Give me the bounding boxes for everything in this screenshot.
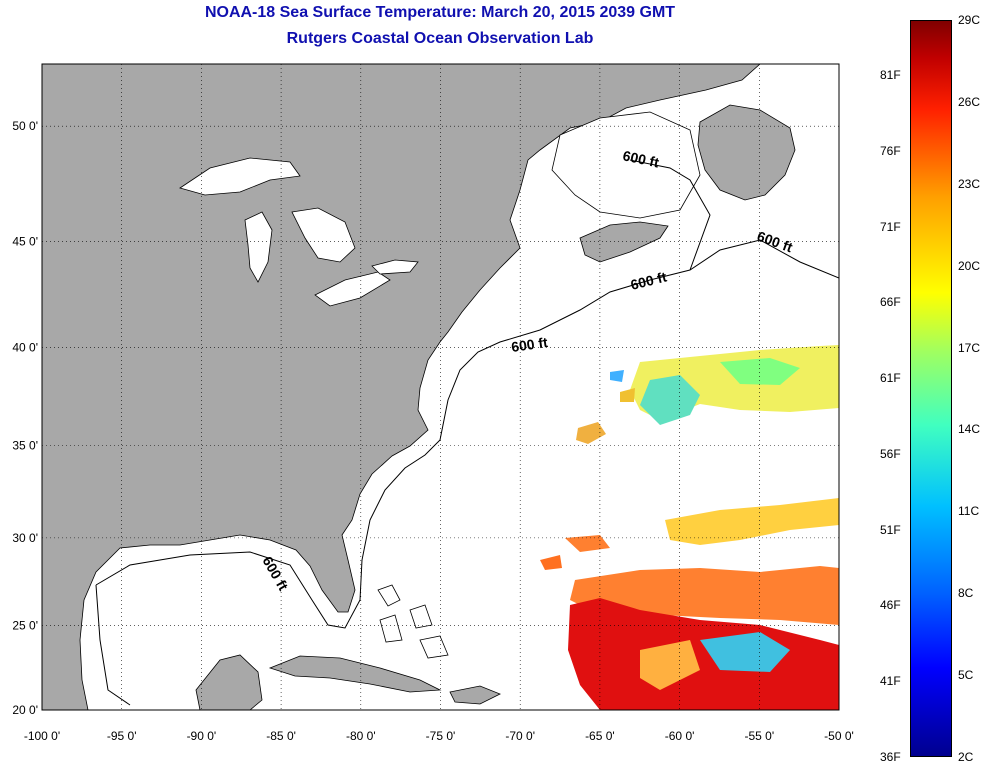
lon-tick-label: -75 0' xyxy=(426,729,456,743)
graticule: -100 0' -95 0' -90 0' -85 0' -80 0' -75 0' -70… xyxy=(12,64,854,743)
map-title: NOAA-18 Sea Surface Temperature: March 2… xyxy=(204,4,676,21)
colorbar-celsius-label: 17C xyxy=(958,340,981,355)
lon-tick-label: -50 0' xyxy=(824,729,854,743)
lat-tick-label: 30 0' xyxy=(12,531,38,545)
map-subtitle: Rutgers Coastal Ocean Observation Lab xyxy=(286,30,594,47)
colorbar-fahrenheit-label: 71F xyxy=(880,219,901,234)
colorbar-fahrenheit-label: 51F xyxy=(880,522,901,537)
colorbar-celsius-label: 14C xyxy=(958,422,981,437)
lat-tick-label: 35 0' xyxy=(12,438,38,452)
lat-tick-label: 25 0' xyxy=(12,619,38,633)
sst-data xyxy=(540,345,839,710)
colorbar-celsius-label: 26C xyxy=(958,94,981,109)
contour-label-600ft: 600 ft xyxy=(621,147,660,170)
colorbar-fahrenheit-label: 81F xyxy=(880,68,901,82)
colorbar-fahrenheit-label: 41F xyxy=(880,674,901,689)
lon-tick-label: -55 0' xyxy=(744,729,774,743)
colorbar-celsius-label: 20C xyxy=(958,258,981,273)
land-newfoundland xyxy=(697,104,796,201)
temperature-colorbar xyxy=(910,20,952,757)
lon-tick-label: -70 0' xyxy=(505,729,535,743)
colorbar-celsius-label: 2C xyxy=(958,750,974,764)
lon-tick-label: -60 0' xyxy=(665,729,695,743)
land-north-america xyxy=(42,64,761,710)
lake-ontario xyxy=(371,259,419,275)
gulf-st-lawrence xyxy=(551,111,701,219)
lon-tick-label: -95 0' xyxy=(107,729,137,743)
lon-tick-label: -85 0' xyxy=(266,729,296,743)
lon-tick-label: -100 0' xyxy=(24,729,60,743)
lake-michigan xyxy=(244,211,273,283)
colorbar-celsius-label: 5C xyxy=(958,668,974,683)
land-cuba xyxy=(268,655,442,693)
lake-erie xyxy=(314,271,391,307)
lon-tick-label: -80 0' xyxy=(346,729,376,743)
land-bahamas xyxy=(377,584,449,659)
colorbar-fahrenheit-label: 76F xyxy=(880,143,901,158)
lon-tick-label: -90 0' xyxy=(187,729,217,743)
colorbar-celsius-label: 23C xyxy=(958,176,981,191)
lon-tick-label: -65 0' xyxy=(585,729,615,743)
colorbar-fahrenheit-label: 66F xyxy=(880,295,901,310)
colorbar-celsius-label: 29C xyxy=(958,13,981,27)
lat-tick-label: 45 0' xyxy=(12,235,38,249)
colorbar-fahrenheit-label: 46F xyxy=(880,598,901,613)
lat-tick-label: 40 0' xyxy=(12,340,38,354)
land-nova-scotia xyxy=(579,221,669,263)
lake-superior xyxy=(179,157,301,196)
lat-tick-label: 20 0' xyxy=(12,703,38,717)
colorbar-fahrenheit-label: 36F xyxy=(880,750,901,764)
lake-huron xyxy=(291,207,356,263)
land-hispaniola xyxy=(449,685,501,705)
depth-contour-600ft xyxy=(95,159,839,706)
colorbar-fahrenheit-label: 61F xyxy=(880,371,901,386)
colorbar-fahrenheit-label: 56F xyxy=(880,446,901,461)
sst-map: -100 0' -95 0' -90 0' -85 0' -80 0' -75 0' -70… xyxy=(12,63,854,743)
colorbar-celsius-label: 8C xyxy=(958,586,974,601)
contour-label-600ft: 600 ft xyxy=(510,334,549,355)
land-yucatan xyxy=(195,654,263,710)
colorbar-celsius-label: 11C xyxy=(958,504,980,519)
lat-tick-label: 50 0' xyxy=(12,119,38,133)
